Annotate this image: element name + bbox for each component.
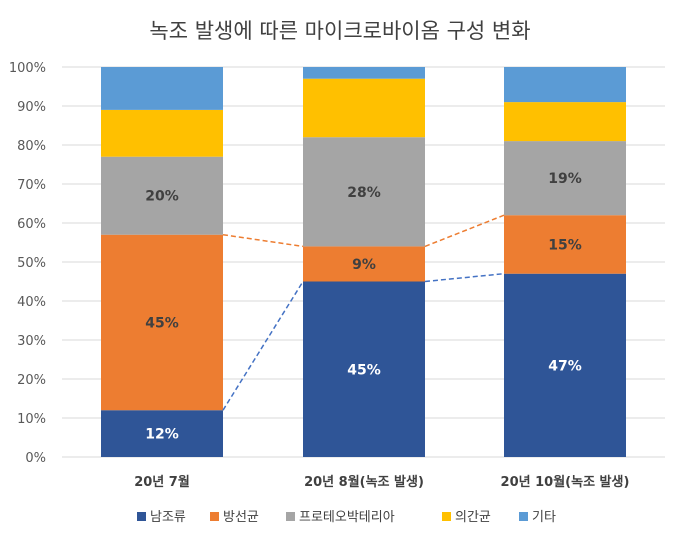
bar-segment <box>504 102 626 142</box>
bar-segment <box>504 67 626 103</box>
connector-line <box>222 233 304 248</box>
y-tick-label: 40% <box>17 295 46 310</box>
bar-segment <box>303 281 425 457</box>
legend-swatch <box>519 512 528 521</box>
bar-segment <box>101 234 223 411</box>
bar-segment <box>101 410 223 457</box>
legend-label: 기타 <box>532 510 556 525</box>
y-tick-label: 50% <box>17 256 46 271</box>
y-tick-label: 0% <box>25 451 46 466</box>
y-tick-label: 70% <box>17 178 46 193</box>
bar-segment <box>504 141 626 216</box>
data-label: 20% <box>145 189 179 205</box>
y-tick-label: 100% <box>9 61 46 76</box>
bar-segment <box>303 246 425 282</box>
bar-segment <box>504 215 626 274</box>
data-label: 15% <box>548 237 582 253</box>
data-label: 45% <box>347 362 381 378</box>
y-tick-label: 60% <box>17 217 46 232</box>
bar-segment <box>101 156 223 235</box>
legend-swatch <box>137 512 146 521</box>
legend-swatch <box>442 512 451 521</box>
chart-title: 녹조 발생에 따른 마이크로바이옴 구성 변화 <box>149 19 530 43</box>
bar-segment <box>303 137 425 247</box>
data-label: 19% <box>548 171 582 187</box>
bar-segment <box>504 273 626 457</box>
legend-swatch <box>210 512 219 521</box>
x-tick-label: 20년 10월(녹조 발생) <box>501 474 630 490</box>
legend-swatch <box>286 512 295 521</box>
legend-label: 프로테오박테리아 <box>299 510 395 525</box>
bar-segment <box>303 78 425 138</box>
data-label: 28% <box>347 185 381 201</box>
y-tick-label: 20% <box>17 373 46 388</box>
y-tick-label: 80% <box>17 139 46 154</box>
data-label: 47% <box>548 358 582 374</box>
data-label: 9% <box>352 257 376 273</box>
connector-line <box>222 281 304 411</box>
y-tick-label: 10% <box>17 412 46 427</box>
x-tick-label: 20년 8월(녹조 발생) <box>304 474 424 490</box>
bar-segment <box>101 67 223 110</box>
y-tick-label: 30% <box>17 334 46 349</box>
bar-segment <box>303 67 425 79</box>
connector-line <box>424 214 505 248</box>
x-tick-label: 20년 7월 <box>134 474 190 490</box>
bar-segment <box>101 109 223 157</box>
legend-label: 방선균 <box>223 510 259 525</box>
legend-label: 의간균 <box>455 510 491 525</box>
legend-label: 남조류 <box>150 510 186 525</box>
connector-line <box>424 272 505 283</box>
data-label: 45% <box>145 315 179 331</box>
data-label: 12% <box>145 427 179 443</box>
y-tick-label: 90% <box>17 100 46 115</box>
